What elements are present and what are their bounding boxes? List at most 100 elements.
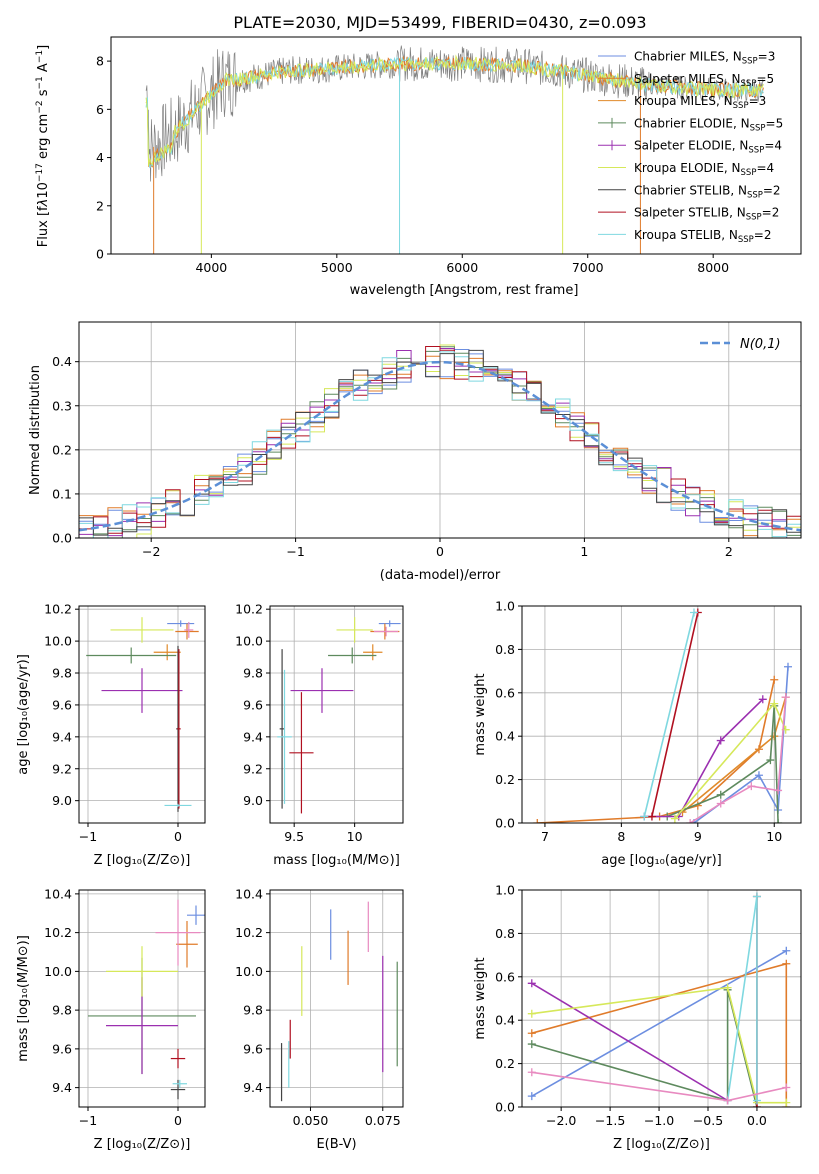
x-tick-label: 2 — [725, 544, 733, 559]
legend-label-value: =2 — [762, 206, 780, 220]
y-tick-label: 10.0 — [44, 634, 72, 649]
series-marker — [754, 771, 763, 780]
x-tick-label: −1.5 — [595, 1113, 625, 1128]
model-spectrum — [145, 56, 764, 168]
model-spectrum — [145, 54, 764, 166]
series-marker — [527, 1040, 536, 1049]
plot-area — [533, 608, 793, 823]
y-axis-label-part: −1 — [35, 50, 45, 63]
series-marker — [716, 799, 725, 808]
y-tick-label: 9.0 — [243, 793, 263, 808]
x-tick-label: 0.0 — [747, 1113, 767, 1128]
series-marker — [686, 819, 695, 823]
y-tick-label: 9.8 — [243, 1003, 263, 1018]
y-axis-label-part: 10 — [36, 182, 51, 199]
x-tick-label: 6000 — [446, 260, 478, 275]
legend-label-value: =2 — [763, 183, 781, 197]
chart-panel: 7 8 9 10 0.0 0.2 0.4 0.6 0.8 1.0 — [495, 599, 802, 844]
y-axis-label: Normed distribution — [28, 365, 43, 495]
y-tick-label: 0.0 — [495, 816, 515, 831]
series-line — [531, 982, 729, 1102]
x-tick-label: 0 — [174, 1113, 182, 1128]
axes-frame — [521, 889, 802, 1108]
series-marker — [752, 1096, 761, 1105]
legend-label-sub: SSP — [733, 101, 749, 111]
legend-label: Chabrier MILES, NSSP=3 — [634, 50, 775, 67]
x-tick-label: 9.5 — [284, 829, 304, 844]
series-marker — [752, 892, 761, 901]
y-axis-label: age [log₁₀(age/yr)] — [16, 654, 31, 775]
series-marker — [716, 790, 725, 799]
series-line — [531, 989, 758, 1107]
y-axis-label-part: −1 — [35, 76, 45, 89]
legend-label-name: Salpeter MILES, N — [634, 72, 741, 86]
series-marker — [766, 756, 775, 765]
x-tick-label: −1 — [79, 1113, 97, 1128]
x-axis-label: Z [log₁₀(Z/Z⊙)] — [94, 1137, 191, 1152]
y-tick-label: 9.8 — [243, 666, 263, 681]
x-tick-label: 5000 — [321, 260, 353, 275]
axes-frame — [269, 889, 404, 1108]
legend-label-name: Kroupa STELIB, N — [634, 228, 738, 242]
plot-area — [79, 344, 801, 538]
chart-panel: 9.5 10 9.0 9.2 9.4 9.6 9.8 10.0 10.2 — [235, 602, 404, 844]
y-axis-label-part: ] — [36, 45, 51, 50]
y-tick-label: 10.2 — [235, 602, 263, 617]
legend-label-name: Kroupa ELODIE, N — [634, 161, 741, 175]
series-line — [531, 986, 787, 1104]
chart-panel: −2.0 −1.5 −1.0 −0.5 0.0 0.0 0.2 0.4 0.6 0.8 1.0 — [495, 883, 802, 1128]
x-axis-label: wavelength [Angstrom, rest frame] — [350, 283, 579, 298]
x-tick-label: 4000 — [195, 260, 227, 275]
y-axis-label: mass weight — [473, 957, 488, 1039]
legend-label-sub: SSP — [748, 146, 764, 156]
legend-label-value: =3 — [758, 50, 776, 64]
y-axis-label: mass weight — [473, 673, 488, 755]
x-axis-label: (data-model)/error — [380, 568, 501, 583]
x-axis-label: Z [log₁₀(Z/Z⊙)] — [613, 1137, 710, 1152]
series-marker — [527, 1068, 536, 1077]
series-marker — [782, 1098, 791, 1107]
y-tick-label: 0.2 — [52, 442, 72, 457]
legend-label: Chabrier ELODIE, NSSP=5 — [634, 116, 783, 133]
y-tick-label: 10.2 — [235, 925, 263, 940]
y-tick-label: 10.2 — [44, 602, 72, 617]
series-marker — [782, 946, 791, 955]
normal-curve — [79, 360, 801, 532]
legend-label-value: =2 — [754, 228, 772, 242]
legend-label: Salpeter ELODIE, NSSP=4 — [634, 139, 782, 156]
y-tick-label: 10.0 — [235, 634, 263, 649]
plot-area — [88, 899, 205, 1100]
series-marker — [640, 812, 649, 821]
x-axis-label: Z [log₁₀(Z/Z⊙)] — [94, 853, 191, 868]
y-tick-label: 9.8 — [52, 666, 72, 681]
y-tick-label: 6 — [96, 102, 104, 117]
series-marker — [782, 1083, 791, 1092]
legend-label-sub: SSP — [738, 235, 754, 245]
y-tick-label: 9.4 — [52, 1080, 72, 1095]
series-marker — [723, 1096, 732, 1105]
y-tick-label: 0.2 — [495, 1056, 515, 1071]
legend-label-sub: SSP — [746, 213, 762, 223]
series-line — [644, 698, 764, 818]
residual-histogram — [79, 349, 801, 538]
y-axis-label: mass [log₁₀(M/M⊙)] — [16, 935, 31, 1062]
y-axis-label-part: s — [36, 89, 51, 100]
y-axis-label-part: −17 — [35, 163, 45, 182]
plot-area — [280, 901, 398, 1102]
y-tick-label: 1.0 — [495, 599, 515, 614]
legend-label-sub: SSP — [741, 79, 757, 89]
chart-panel: −2 −1 0 1 2 0.0 0.1 0.2 0.3 0.4 — [52, 321, 802, 559]
model-spectrum — [145, 56, 764, 169]
series-marker — [716, 736, 725, 745]
y-tick-label: 9.2 — [52, 761, 72, 776]
y-tick-label: 10.0 — [44, 964, 72, 979]
series-marker — [774, 819, 783, 823]
series-line — [726, 896, 758, 1101]
y-tick-label: 9.4 — [243, 729, 263, 744]
y-axis-label-part: A — [36, 63, 51, 76]
axes-frame — [521, 605, 802, 824]
x-tick-label: 9 — [694, 829, 702, 844]
series-marker — [527, 1092, 536, 1101]
plot-area — [277, 617, 401, 814]
x-tick-label: −1 — [286, 544, 304, 559]
